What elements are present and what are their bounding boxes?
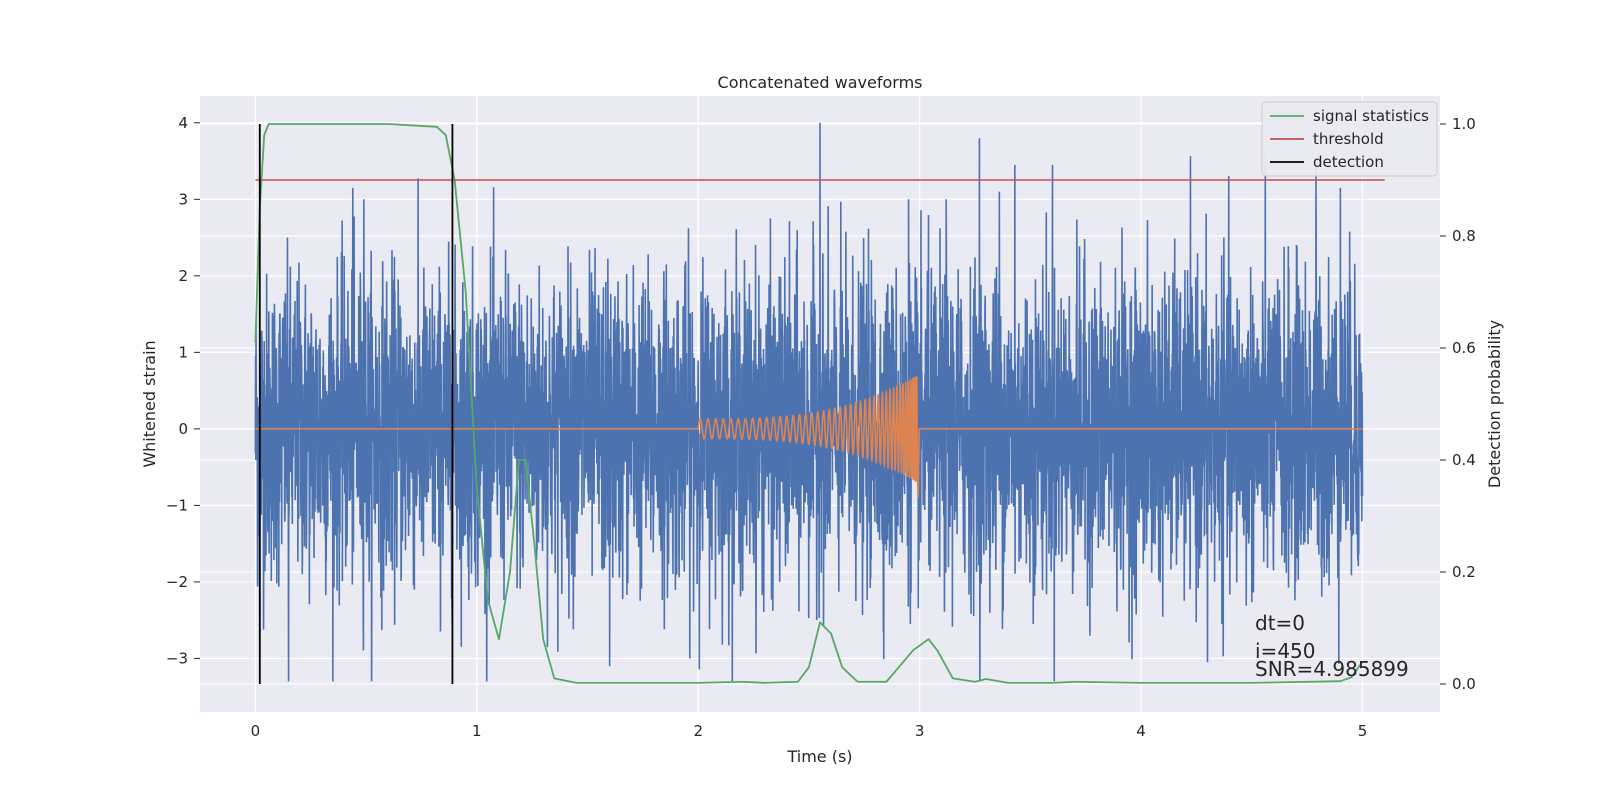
noise-line bbox=[254, 122, 1364, 682]
annotation-index: i=450 bbox=[1255, 639, 1316, 663]
signal-statistics-series bbox=[254, 123, 1385, 684]
y-axis-label: Whitened strain bbox=[140, 340, 159, 467]
y-right-tick-label: 0.6 bbox=[1452, 339, 1476, 357]
axis-ticks: 0 1 2 3 4 5 −3 −2 −1 0 1 2 3 4 0.0 0.2 0.4 0.6 0.8 1.0 bbox=[166, 114, 1476, 740]
x-tick-label: 2 bbox=[693, 722, 703, 740]
legend-label-detection: detection bbox=[1313, 153, 1384, 171]
annotation-snr: SNR=4.985899 bbox=[1255, 657, 1409, 681]
noise-series bbox=[254, 122, 1364, 682]
y-right-tick-label: 1.0 bbox=[1452, 115, 1476, 133]
y-right-tick-label: 0.8 bbox=[1452, 227, 1476, 245]
y-right-tick-label: 0.4 bbox=[1452, 451, 1476, 469]
y-tick-label: −3 bbox=[166, 649, 188, 667]
chart-title: Concatenated waveforms bbox=[718, 73, 923, 92]
x-tick-label: 3 bbox=[915, 722, 925, 740]
chirp-line bbox=[255, 376, 1363, 498]
y-tick-label: 4 bbox=[178, 114, 188, 132]
y-tick-label: 2 bbox=[178, 267, 188, 285]
y-axis-right-label: Detection probability bbox=[1485, 320, 1504, 488]
y-tick-label: 0 bbox=[178, 420, 188, 438]
x-tick-label: 4 bbox=[1136, 722, 1146, 740]
x-tick-label: 1 bbox=[472, 722, 482, 740]
y-tick-label: 3 bbox=[178, 190, 188, 208]
legend-label-signal-statistics: signal statistics bbox=[1313, 107, 1429, 125]
chirp-series bbox=[255, 376, 1363, 498]
x-tick-label: 5 bbox=[1358, 722, 1368, 740]
y-tick-label: −1 bbox=[166, 496, 188, 514]
y-right-tick-label: 0.0 bbox=[1452, 675, 1476, 693]
legend: signal statistics threshold detection bbox=[1261, 101, 1438, 177]
y-right-tick-label: 0.2 bbox=[1452, 563, 1476, 581]
signal-statistics-line bbox=[254, 123, 1364, 684]
x-tick-label: 0 bbox=[251, 722, 261, 740]
y-tick-label: 1 bbox=[178, 343, 188, 361]
y-tick-label: −2 bbox=[166, 573, 188, 591]
annotation-dt: dt=0 bbox=[1255, 611, 1305, 635]
legend-label-threshold: threshold bbox=[1313, 130, 1384, 148]
x-axis-label: Time (s) bbox=[786, 747, 852, 766]
legend-box bbox=[1261, 101, 1438, 177]
